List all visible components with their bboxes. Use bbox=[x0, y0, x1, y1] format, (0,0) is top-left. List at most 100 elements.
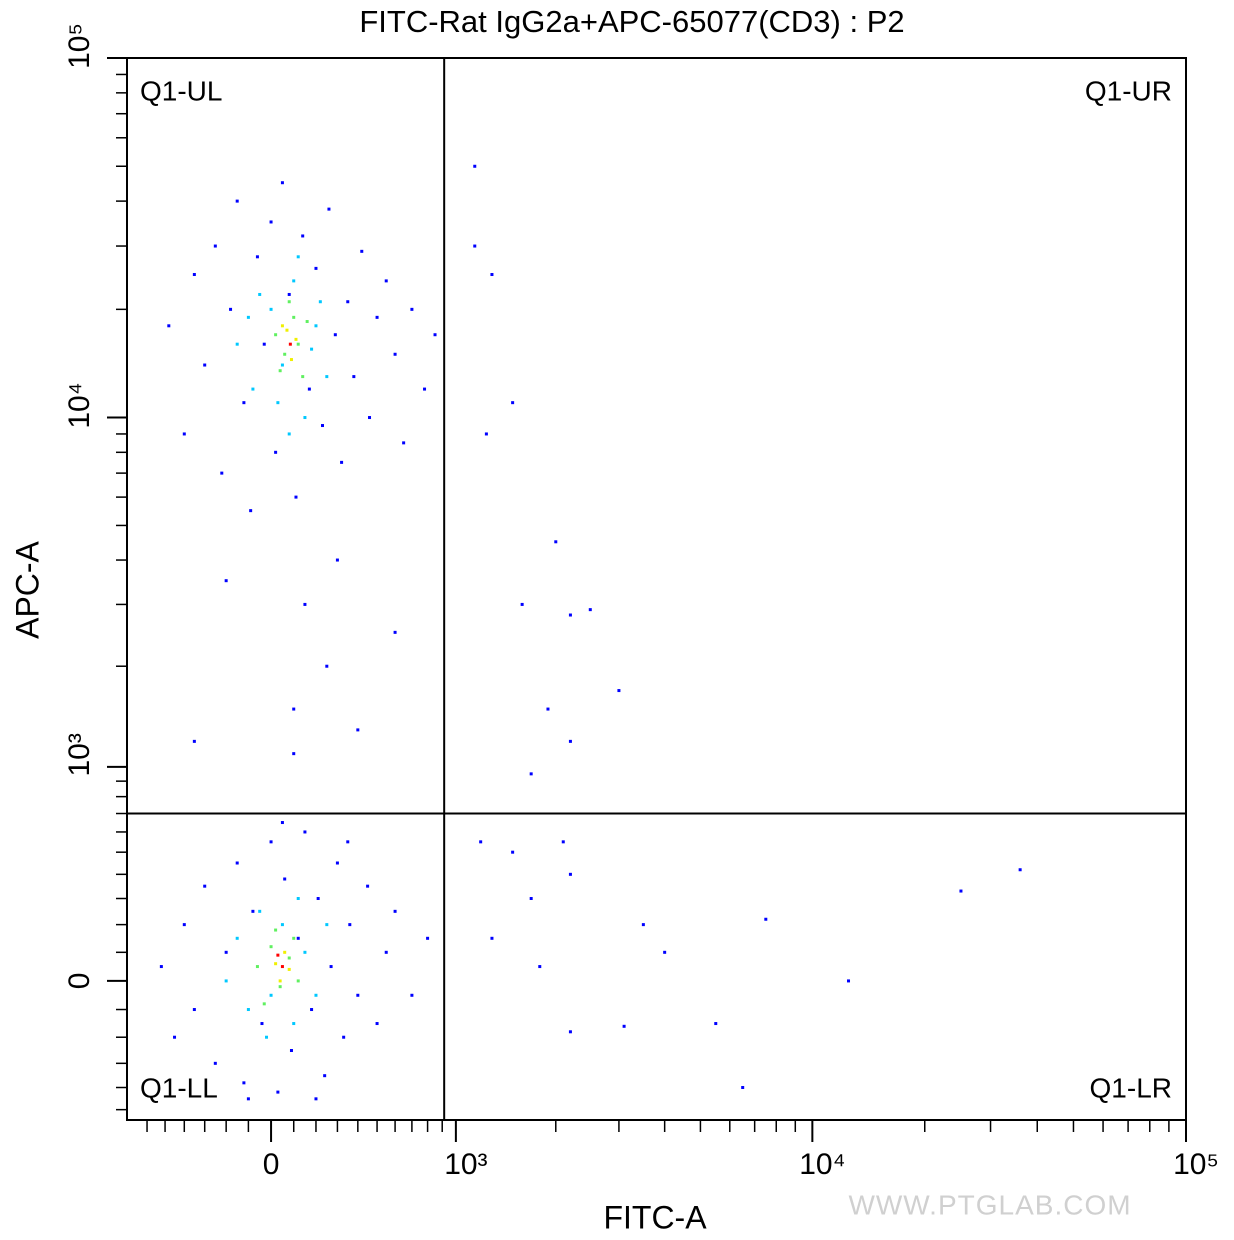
point bbox=[568, 613, 572, 617]
point bbox=[568, 739, 572, 743]
x-axis-label: FITC-A bbox=[603, 1199, 707, 1235]
point bbox=[274, 962, 278, 966]
point bbox=[490, 936, 494, 940]
point bbox=[393, 909, 397, 913]
point bbox=[167, 324, 171, 328]
point bbox=[224, 579, 228, 583]
point bbox=[368, 416, 372, 420]
point bbox=[314, 266, 318, 270]
point bbox=[287, 292, 291, 296]
point bbox=[554, 540, 558, 544]
point bbox=[292, 936, 296, 940]
point bbox=[333, 333, 337, 337]
point bbox=[296, 255, 300, 259]
point bbox=[314, 324, 318, 328]
point bbox=[568, 1030, 572, 1034]
point bbox=[325, 375, 329, 379]
point bbox=[301, 375, 305, 379]
point bbox=[283, 950, 287, 954]
point bbox=[274, 333, 278, 337]
point bbox=[288, 342, 292, 346]
point bbox=[229, 307, 233, 311]
point bbox=[305, 320, 309, 324]
point bbox=[289, 358, 293, 362]
point bbox=[426, 936, 430, 940]
point bbox=[568, 872, 572, 876]
point bbox=[246, 1008, 250, 1012]
point bbox=[764, 917, 768, 921]
point bbox=[280, 965, 284, 969]
point bbox=[246, 315, 250, 319]
point bbox=[292, 279, 296, 283]
point bbox=[258, 909, 262, 913]
point bbox=[192, 273, 196, 277]
point bbox=[959, 889, 963, 893]
point bbox=[375, 1022, 379, 1026]
point bbox=[393, 352, 397, 356]
point bbox=[280, 923, 284, 927]
point bbox=[663, 950, 667, 954]
point bbox=[192, 739, 196, 743]
point bbox=[335, 861, 339, 865]
point bbox=[269, 307, 273, 311]
point bbox=[323, 1074, 327, 1078]
point bbox=[220, 471, 224, 475]
point bbox=[529, 772, 533, 776]
point bbox=[251, 387, 255, 391]
point bbox=[280, 821, 284, 825]
point bbox=[255, 255, 259, 259]
point bbox=[280, 363, 284, 367]
point bbox=[588, 608, 592, 612]
x-tick-label: 10³ bbox=[444, 1148, 487, 1181]
point bbox=[292, 752, 296, 756]
point bbox=[325, 923, 329, 927]
chart-title: FITC-Rat IgG2a+APC-65077(CD3) : P2 bbox=[359, 4, 904, 39]
point bbox=[538, 965, 542, 969]
y-tick-label: 10³ bbox=[63, 733, 96, 776]
point bbox=[260, 1022, 264, 1026]
point bbox=[375, 315, 379, 319]
point bbox=[484, 432, 488, 436]
point bbox=[159, 965, 163, 969]
point bbox=[292, 707, 296, 711]
point bbox=[276, 953, 280, 957]
point bbox=[847, 979, 851, 983]
point bbox=[346, 300, 350, 304]
point bbox=[410, 307, 414, 311]
point bbox=[617, 689, 621, 693]
point bbox=[348, 923, 352, 927]
point bbox=[287, 432, 291, 436]
point bbox=[307, 387, 311, 391]
point bbox=[303, 602, 307, 606]
point bbox=[262, 1002, 266, 1006]
point bbox=[529, 897, 533, 901]
point bbox=[511, 401, 515, 405]
point bbox=[276, 1090, 280, 1094]
point bbox=[340, 460, 344, 464]
point bbox=[356, 993, 360, 997]
point bbox=[269, 993, 273, 997]
points bbox=[159, 164, 1022, 1101]
point bbox=[356, 728, 360, 732]
point bbox=[303, 950, 307, 954]
point bbox=[269, 220, 273, 224]
point bbox=[213, 1061, 217, 1065]
point bbox=[296, 342, 300, 346]
point bbox=[280, 181, 284, 185]
point bbox=[224, 950, 228, 954]
point bbox=[274, 928, 278, 932]
point bbox=[265, 1035, 269, 1039]
point bbox=[182, 923, 186, 927]
y-axis-label: APC-A bbox=[9, 540, 45, 638]
point bbox=[329, 965, 333, 969]
point bbox=[283, 877, 287, 881]
point bbox=[246, 1097, 250, 1101]
point bbox=[283, 352, 287, 356]
point bbox=[203, 884, 207, 888]
point bbox=[561, 840, 565, 844]
point bbox=[393, 630, 397, 634]
point bbox=[366, 884, 370, 888]
point bbox=[242, 1081, 246, 1085]
point bbox=[296, 936, 300, 940]
point bbox=[269, 840, 273, 844]
